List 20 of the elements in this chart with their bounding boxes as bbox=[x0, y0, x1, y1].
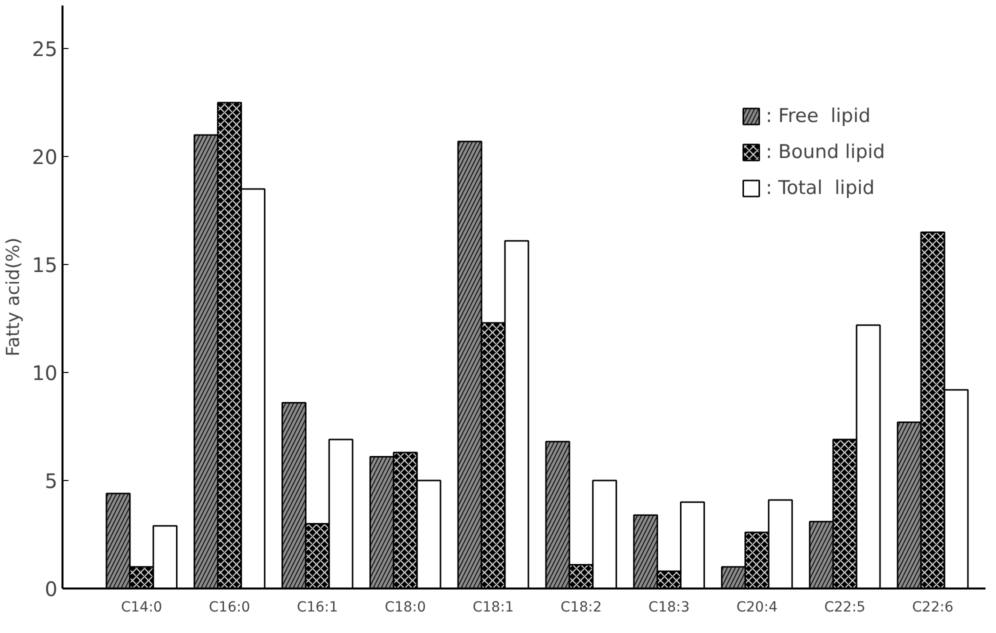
x-tick-label: C18:2 bbox=[560, 600, 602, 616]
x-tick-label: C16:0 bbox=[208, 600, 250, 616]
y-tick-label: 25 bbox=[32, 37, 58, 62]
y-tick-label: 0 bbox=[44, 577, 58, 601]
x-tick-label: C20:4 bbox=[736, 600, 778, 616]
y-tick-label: 5 bbox=[44, 469, 58, 494]
x-tick-label: C18:0 bbox=[384, 600, 426, 616]
x-tick-label: C16:1 bbox=[296, 600, 338, 616]
x-tick-label: C18:3 bbox=[648, 600, 690, 616]
x-tick-label: C14:0 bbox=[121, 600, 162, 616]
y-axis-title: Fatty acid(%) bbox=[3, 238, 24, 356]
legend-label: : Bound lipid bbox=[766, 141, 885, 163]
legend-label: : Free lipid bbox=[766, 105, 871, 127]
y-tick-label: 10 bbox=[32, 361, 58, 386]
y-tick-label: 15 bbox=[32, 253, 58, 278]
x-tick-label: C22:5 bbox=[824, 600, 866, 616]
x-tick-label: C18:1 bbox=[472, 600, 514, 616]
legend-label: : Total lipid bbox=[766, 177, 875, 199]
x-tick-label: C22:6 bbox=[912, 600, 954, 616]
y-tick-label: 20 bbox=[32, 145, 58, 170]
